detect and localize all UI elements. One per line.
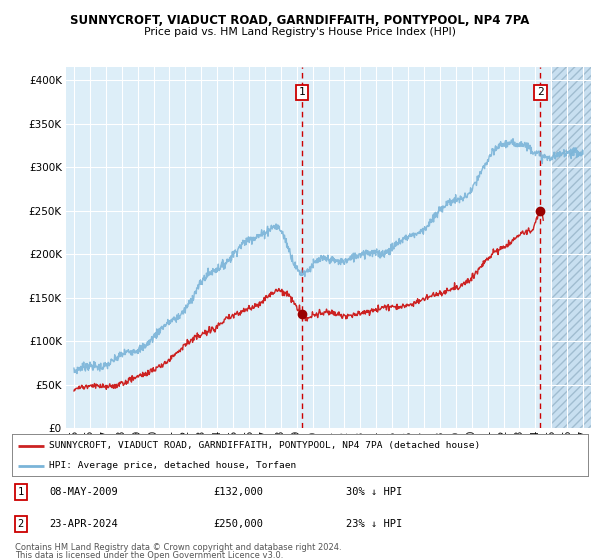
Text: 1: 1 xyxy=(17,487,24,497)
Text: 23-APR-2024: 23-APR-2024 xyxy=(49,519,118,529)
Bar xyxy=(551,67,591,428)
Text: SUNNYCROFT, VIADUCT ROAD, GARNDIFFAITH, PONTYPOOL, NP4 7PA (detached house): SUNNYCROFT, VIADUCT ROAD, GARNDIFFAITH, … xyxy=(49,441,481,450)
Text: £250,000: £250,000 xyxy=(214,519,263,529)
Text: 2: 2 xyxy=(17,519,24,529)
Text: 1: 1 xyxy=(299,87,305,97)
Text: Price paid vs. HM Land Registry's House Price Index (HPI): Price paid vs. HM Land Registry's House … xyxy=(144,27,456,38)
Text: 08-MAY-2009: 08-MAY-2009 xyxy=(49,487,118,497)
Text: SUNNYCROFT, VIADUCT ROAD, GARNDIFFAITH, PONTYPOOL, NP4 7PA: SUNNYCROFT, VIADUCT ROAD, GARNDIFFAITH, … xyxy=(70,14,530,27)
Text: This data is licensed under the Open Government Licence v3.0.: This data is licensed under the Open Gov… xyxy=(15,551,283,560)
Text: 30% ↓ HPI: 30% ↓ HPI xyxy=(346,487,403,497)
Text: £132,000: £132,000 xyxy=(214,487,263,497)
Text: HPI: Average price, detached house, Torfaen: HPI: Average price, detached house, Torf… xyxy=(49,461,296,470)
Bar xyxy=(551,67,591,428)
Text: Contains HM Land Registry data © Crown copyright and database right 2024.: Contains HM Land Registry data © Crown c… xyxy=(15,543,341,552)
Text: 23% ↓ HPI: 23% ↓ HPI xyxy=(346,519,403,529)
Text: 2: 2 xyxy=(537,87,544,97)
